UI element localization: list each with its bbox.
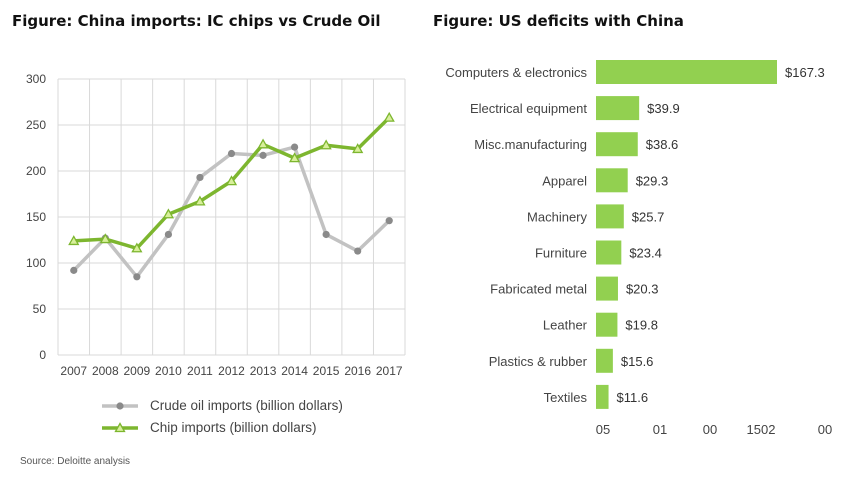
chip-point — [99, 233, 111, 244]
bar-category-label: Furniture — [535, 246, 587, 261]
bar — [596, 132, 638, 157]
y-tick-label: 300 — [26, 72, 46, 86]
chip-point — [288, 152, 301, 163]
chip-point — [257, 138, 269, 149]
y-tick-label: 200 — [26, 164, 46, 178]
x-tick-label: 00 — [703, 422, 717, 437]
bar-value-label: $15.6 — [621, 354, 654, 369]
chip-point — [225, 175, 238, 186]
bar — [596, 204, 624, 229]
x-tick-label: 2007 — [60, 364, 87, 378]
crude-oil-point — [290, 143, 299, 151]
x-tick-label: 2008 — [92, 364, 119, 378]
bar-category-label: Leather — [543, 318, 588, 333]
x-tick-label: 05 — [596, 422, 610, 437]
crude-oil-point — [385, 217, 393, 225]
bar-value-label: $167.3 — [785, 65, 825, 80]
y-tick-label: 100 — [26, 256, 46, 270]
right-chart-title: Figure: US deficits with China — [433, 12, 684, 30]
bar — [596, 168, 628, 193]
chip-point — [131, 242, 143, 253]
chip-point — [68, 235, 80, 246]
legend-crude: Crude oil imports (billion dollars) — [100, 398, 343, 413]
bar-value-label: $20.3 — [626, 282, 659, 297]
crude-oil-point — [164, 230, 173, 239]
legend-chip-swatch-icon — [102, 421, 138, 432]
bar-value-label: $19.8 — [625, 318, 658, 333]
bar-value-label: $39.9 — [647, 101, 680, 116]
bar-category-label: Electrical equipment — [470, 101, 587, 116]
x-tick-label: 01 — [653, 422, 667, 437]
legend-chip-label: Chip imports (billion dollars) — [150, 420, 317, 435]
bar-chart: Computers & electronics $167.3 Electrical … — [445, 60, 832, 437]
chip-point — [352, 143, 364, 154]
y-tick-label: 0 — [39, 348, 46, 362]
x-tick-label: 2015 — [313, 364, 340, 378]
chip-point — [383, 111, 395, 122]
x-tick-label: 2013 — [250, 364, 277, 378]
crude-oil-point — [70, 266, 78, 274]
crude-oil-point — [227, 149, 236, 158]
line-chart: 0 50 100 150 200 250 300 2007 2008 2009 2010 2011 20… — [26, 72, 406, 378]
source-note: Source: Deloitte analysis — [20, 456, 131, 467]
bar — [596, 312, 618, 337]
bar-value-label: $38.6 — [646, 137, 679, 152]
bar-category-label: Plastics & rubber — [489, 354, 588, 369]
x-tick-label: 1502 — [747, 422, 776, 437]
x-tick-label: 2017 — [376, 364, 403, 378]
left-chart-title: Figure: China imports: IC chips vs Crude… — [12, 12, 381, 30]
y-tick-label: 50 — [33, 302, 47, 316]
legend-crude-swatch-icon — [102, 401, 138, 410]
crude-oil-point — [322, 230, 330, 239]
bar-category-label: Textiles — [544, 390, 588, 405]
bar — [596, 276, 618, 301]
legend-chip: Chip imports (billion dollars) — [100, 420, 317, 435]
bar-category-label: Machinery — [527, 209, 587, 224]
x-tick-label: 2011 — [187, 364, 213, 378]
bar — [596, 384, 609, 409]
chip-point — [162, 208, 175, 219]
y-tick-label: 250 — [26, 118, 46, 132]
bar — [596, 60, 777, 84]
bar — [596, 240, 622, 265]
crude-oil-point — [196, 173, 204, 182]
bar-value-label: $11.6 — [617, 390, 649, 405]
x-tick-label: 2012 — [218, 364, 245, 378]
bar-category-label: Apparel — [542, 173, 587, 188]
bar-value-label: $29.3 — [636, 173, 669, 188]
y-tick-label: 150 — [26, 210, 46, 224]
x-tick-label: 00 — [818, 422, 832, 437]
x-tick-label: 2009 — [124, 364, 151, 378]
bar-category-label: Fabricated metal — [490, 282, 587, 297]
bar-value-label: $25.7 — [632, 209, 665, 224]
x-tick-label: 2014 — [281, 364, 308, 378]
bar — [596, 96, 640, 121]
crude-oil-point — [259, 151, 267, 159]
chip-point — [194, 195, 206, 206]
bar — [596, 348, 613, 373]
bar-category-label: Misc.manufacturing — [474, 137, 587, 152]
chip-point — [320, 139, 332, 150]
legend-crude-label: Crude oil imports (billion dollars) — [150, 398, 343, 413]
crude-oil-point — [354, 247, 362, 255]
bar-category-label: Computers & electronics — [445, 65, 587, 80]
bar-value-label: $23.4 — [629, 246, 662, 261]
x-tick-label: 2010 — [155, 364, 182, 378]
x-tick-label: 2016 — [344, 364, 371, 378]
crude-oil-point — [133, 273, 141, 281]
